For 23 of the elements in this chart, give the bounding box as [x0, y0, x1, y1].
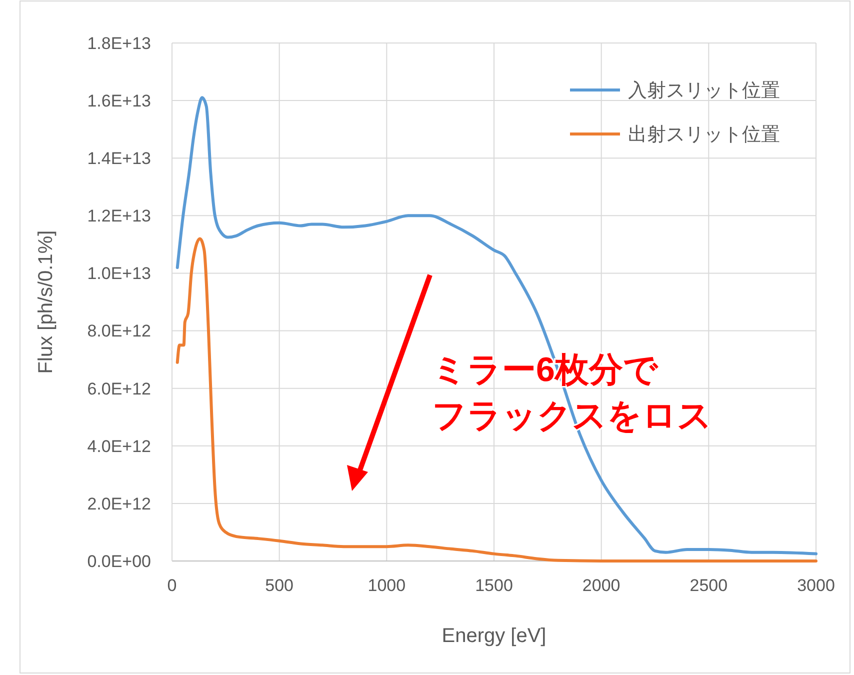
annotation: フラックスをロス — [432, 397, 712, 435]
y-tick-label: 0.0E+00 — [87, 552, 151, 571]
x-axis-title: Energy [eV] — [442, 625, 546, 647]
y-tick-label: 1.2E+13 — [87, 206, 151, 226]
y-tick-label: 1.0E+13 — [87, 264, 151, 284]
y-tick-label: 4.0E+12 — [87, 436, 151, 456]
x-tick-label: 0 — [167, 576, 177, 595]
x-tick-label: 1500 — [475, 576, 513, 595]
y-tick-label: 1.6E+13 — [87, 92, 151, 111]
y-axis-title: Flux [ph/s/0.1%] — [35, 230, 57, 374]
y-tick-label: 1.4E+13 — [87, 149, 151, 168]
x-tick-label: 2000 — [582, 576, 620, 595]
legend-label: 入射スリット位置 — [628, 80, 780, 102]
x-tick-label: 3000 — [797, 576, 835, 595]
x-tick-label: 1000 — [368, 576, 406, 595]
y-tick-label: 8.0E+12 — [87, 322, 151, 341]
x-tick-label: 2500 — [690, 576, 728, 595]
y-tick-label: 6.0E+12 — [87, 379, 151, 398]
y-tick-label: 2.0E+12 — [87, 494, 151, 514]
line-series — [176, 237, 818, 562]
x-tick-label: 500 — [265, 576, 294, 595]
legend-label: 出射スリット位置 — [628, 124, 780, 146]
y-tick-label: 1.8E+13 — [87, 34, 151, 53]
